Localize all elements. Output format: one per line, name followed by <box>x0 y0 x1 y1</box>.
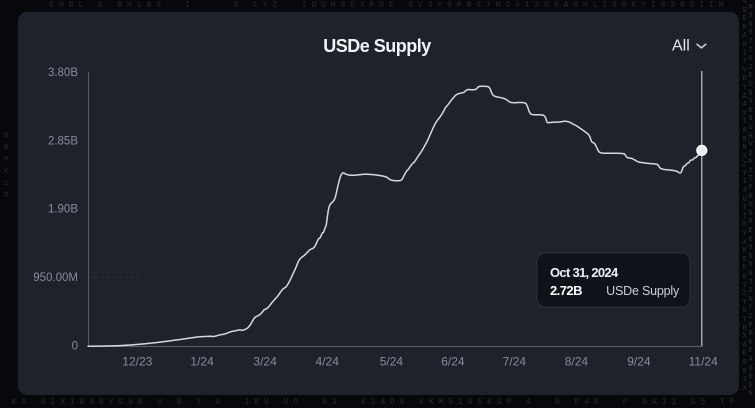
svg-text:All: All <box>672 38 690 55</box>
svg-text:4/24: 4/24 <box>316 355 340 369</box>
svg-text:12/23: 12/23 <box>122 355 152 369</box>
svg-text:8/24: 8/24 <box>565 355 589 369</box>
svg-text:USDe Supply: USDe Supply <box>323 36 431 56</box>
svg-text:1.90B: 1.90B <box>48 204 78 216</box>
svg-text:11/24: 11/24 <box>689 355 718 369</box>
svg-text:950.00M: 950.00M <box>33 272 78 284</box>
svg-text:Oct 31, 2024: Oct 31, 2024 <box>550 265 619 280</box>
svg-text:2.72B: 2.72B <box>550 283 582 298</box>
svg-text:3/24: 3/24 <box>253 355 277 369</box>
svg-text:3.80B: 3.80B <box>48 67 78 79</box>
svg-text:5/24: 5/24 <box>380 355 404 369</box>
svg-text:9/24: 9/24 <box>627 355 651 369</box>
svg-text:2.85B: 2.85B <box>48 135 78 147</box>
svg-text:USDe Supply: USDe Supply <box>606 284 680 298</box>
svg-text:7/24: 7/24 <box>503 355 527 369</box>
svg-text:0: 0 <box>72 341 78 353</box>
svg-text:6/24: 6/24 <box>441 355 465 369</box>
svg-text:1/24: 1/24 <box>190 355 214 369</box>
